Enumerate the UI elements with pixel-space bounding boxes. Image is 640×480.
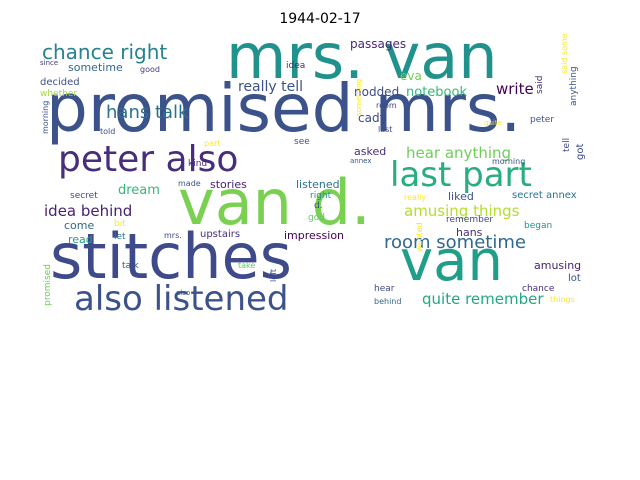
word: said something: [560, 34, 569, 74]
word: part: [204, 139, 221, 148]
word: promised mrs.: [46, 70, 522, 147]
word: something: [355, 78, 363, 116]
word: really tell: [238, 79, 304, 95]
word: told: [100, 127, 116, 136]
word: said: [535, 75, 545, 94]
word: good: [140, 65, 160, 74]
word: whether: [40, 89, 78, 99]
word: amusing things: [404, 202, 520, 220]
word: last: [378, 125, 393, 134]
word: promised: [43, 264, 53, 306]
word: anything: [569, 66, 579, 106]
word: take: [238, 261, 256, 270]
word: also: [176, 289, 191, 297]
word: mrs.: [164, 231, 182, 240]
word: liked: [448, 190, 474, 203]
word: idea: [286, 61, 306, 71]
word: dream: [118, 183, 160, 198]
word: van: [400, 229, 503, 294]
word: asked: [354, 145, 387, 158]
word: really: [404, 193, 427, 202]
word: secret: [70, 191, 98, 201]
word: amusing: [534, 259, 582, 272]
word: write: [496, 80, 534, 98]
word: got: [575, 143, 586, 160]
word: quite remember: [422, 290, 544, 308]
word: annex: [350, 157, 372, 165]
word: chance: [522, 284, 555, 294]
word: hans talk: [106, 102, 189, 123]
word: cady: [358, 111, 387, 125]
word: listened: [296, 178, 340, 191]
word: god: [308, 213, 325, 223]
word: began: [524, 221, 553, 231]
word: impression: [284, 229, 345, 242]
word-cloud: promised mrs. mrs. van stitches van d. v…: [38, 34, 600, 316]
word: stitches: [50, 220, 292, 293]
word: left: [269, 269, 278, 282]
word: nodded: [354, 85, 400, 99]
word: room: [376, 101, 397, 110]
word: let: [114, 232, 126, 242]
figure-title: 1944-02-17: [279, 11, 361, 27]
word: hear anything: [406, 144, 512, 162]
word: wanted: [415, 222, 424, 252]
word: lot: [568, 273, 581, 284]
word: peter also: [58, 139, 239, 180]
word: hans: [456, 226, 483, 239]
word: van d.: [178, 166, 371, 239]
word: talk: [122, 261, 139, 271]
word: made: [178, 179, 201, 188]
word: read: [68, 233, 93, 246]
word: room sometime: [384, 232, 526, 253]
word: things: [550, 295, 575, 304]
word: passages: [350, 37, 407, 51]
word: bit: [114, 219, 126, 229]
word: chance right: [42, 40, 168, 64]
word: tell: [562, 137, 572, 152]
word: kind: [188, 159, 208, 169]
word: come: [64, 219, 95, 232]
word: sometime: [68, 61, 123, 74]
word: morning: [492, 157, 526, 166]
word: peter: [530, 115, 555, 125]
word: secret annex: [512, 190, 577, 201]
word: hear: [374, 284, 395, 294]
word: idea behind: [44, 202, 133, 220]
word: behind: [374, 297, 402, 306]
word: remember: [446, 215, 494, 225]
word: since: [40, 59, 59, 67]
word: notebook: [406, 85, 467, 100]
word: decided: [40, 77, 80, 88]
word: see: [294, 137, 310, 147]
word: mrs. van: [226, 34, 498, 93]
word: d.: [314, 201, 323, 211]
word: morning: [41, 100, 50, 134]
word: eva: [400, 69, 422, 83]
word: right: [310, 191, 332, 201]
word: quite: [484, 119, 502, 127]
word: last part: [390, 155, 532, 195]
word: stories: [210, 178, 247, 191]
word: also listened: [74, 279, 289, 316]
word: upstairs: [200, 229, 241, 240]
